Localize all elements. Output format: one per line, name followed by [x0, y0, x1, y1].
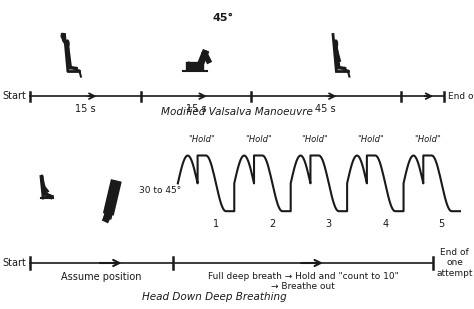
Text: 3: 3 [326, 219, 332, 229]
Circle shape [334, 40, 337, 48]
Text: "Hold": "Hold" [301, 135, 328, 144]
Circle shape [114, 181, 117, 187]
Text: 15 s: 15 s [75, 104, 96, 114]
Text: 30 to 45°: 30 to 45° [139, 185, 182, 195]
Text: 4: 4 [382, 219, 388, 229]
Text: 45°: 45° [213, 13, 234, 23]
Text: Head Down Deep Breathing: Head Down Deep Breathing [142, 292, 287, 302]
Text: "Hold": "Hold" [188, 135, 215, 144]
Text: "Hold": "Hold" [358, 135, 384, 144]
Text: 45 s: 45 s [315, 104, 336, 114]
Circle shape [41, 175, 43, 180]
Text: 5: 5 [438, 219, 445, 229]
Text: End of one attempt: End of one attempt [447, 92, 474, 101]
Circle shape [187, 62, 191, 70]
Text: 15 s: 15 s [186, 104, 206, 114]
Text: Full deep breath → Hold and "count to 10"
→ Breathe out: Full deep breath → Hold and "count to 10… [208, 272, 398, 291]
Text: 1: 1 [213, 219, 219, 229]
Text: Modified Valsalva Manoeuvre: Modified Valsalva Manoeuvre [161, 107, 313, 117]
Bar [61, 33, 63, 37]
Text: Start: Start [2, 258, 27, 268]
Text: Start: Start [2, 91, 27, 101]
Text: 2: 2 [269, 219, 275, 229]
Text: End of
one
attempt: End of one attempt [436, 248, 473, 278]
Text: Assume position: Assume position [61, 272, 142, 281]
Circle shape [66, 40, 69, 48]
Text: "Hold": "Hold" [414, 135, 441, 144]
Text: "Hold": "Hold" [245, 135, 272, 144]
